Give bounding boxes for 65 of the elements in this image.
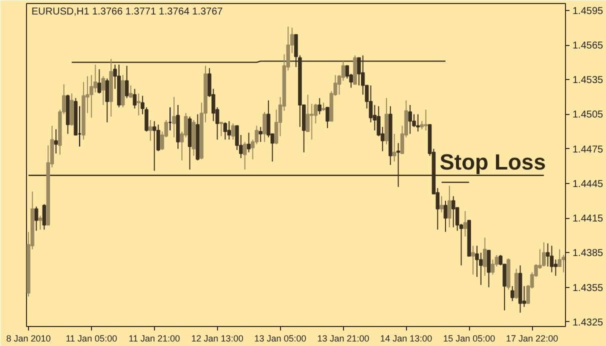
- candlestick: [486, 250, 491, 288]
- candlestick: [482, 237, 487, 276]
- candlestick: [97, 68, 102, 94]
- candlestick: [444, 200, 448, 232]
- candlestick: [392, 133, 396, 162]
- candlestick: [310, 103, 314, 140]
- x-tick-label: 17 Jan 22:00: [506, 334, 558, 344]
- y-tick-label: 1.4445: [572, 178, 604, 190]
- candlestick: [463, 210, 468, 238]
- x-tick-label: 14 Jan 13:00: [380, 334, 432, 344]
- candlestick: [471, 245, 475, 276]
- y-tick-label: 1.4475: [572, 144, 604, 156]
- candlestick: [318, 98, 322, 115]
- candlestick: [416, 114, 420, 132]
- candlestick: [550, 245, 554, 273]
- x-tick-label: 11 Jan 21:00: [128, 334, 180, 344]
- chart-title: EURUSD,H1 1.3766 1.3771 1.3764 1.3767: [32, 6, 224, 18]
- candlestick: [101, 76, 106, 106]
- candlestick: [152, 120, 156, 172]
- candlestick: [231, 122, 235, 140]
- candlestick: [219, 122, 224, 137]
- candlestick: [242, 141, 247, 170]
- y-tick-label: 1.4595: [572, 6, 604, 17]
- candlestick: [451, 196, 456, 228]
- candlestick: [227, 120, 231, 140]
- candlestick: [440, 196, 444, 213]
- candlestick: [132, 88, 137, 109]
- candlestick: [136, 92, 141, 116]
- candlestick: [105, 78, 110, 123]
- candlestick: [223, 122, 228, 140]
- candlestick: [124, 65, 129, 99]
- candlestick: [490, 259, 495, 276]
- candlestick: [448, 185, 452, 228]
- candlestick: [246, 132, 251, 153]
- candlestick: [510, 286, 514, 302]
- candlestick: [128, 84, 133, 99]
- candlestick: [42, 204, 46, 230]
- candlestick: [542, 242, 546, 268]
- y-tick-label: 1.4385: [572, 248, 604, 260]
- x-tick-label: 13 Jan 05:00: [254, 334, 306, 344]
- y-tick-label: 1.4565: [572, 40, 604, 52]
- candlestick: [408, 104, 412, 134]
- legend-label: Stop Loss: [440, 149, 546, 174]
- y-tick-label: 1.4415: [572, 214, 604, 225]
- candlestick: [38, 215, 42, 230]
- candlestick: [424, 109, 428, 131]
- y-tick-label: 1.4355: [572, 282, 604, 294]
- y-tick-label: 1.4505: [572, 110, 604, 121]
- candlestick: [54, 128, 58, 154]
- x-tick-label: 8 Jan 2010: [6, 334, 51, 344]
- x-tick-label: 15 Jan 05:00: [443, 334, 496, 344]
- candlestick: [258, 126, 262, 142]
- y-tick-label: 1.4325: [572, 317, 604, 328]
- candlestick: [554, 259, 558, 276]
- x-tick-label: 11 Jan 05:00: [66, 334, 118, 344]
- x-tick-label: 13 Jan 21:00: [317, 334, 370, 344]
- y-tick-label: 1.4535: [572, 75, 604, 86]
- x-tick-label: 12 Jan 13:00: [191, 334, 244, 344]
- candlestick: [172, 96, 176, 138]
- candlestick: [148, 120, 152, 142]
- candlestick: [34, 206, 38, 232]
- candlestick: [314, 103, 318, 124]
- candlestick: [254, 125, 259, 145]
- candlestick: [326, 106, 330, 129]
- candlestick: [262, 111, 266, 142]
